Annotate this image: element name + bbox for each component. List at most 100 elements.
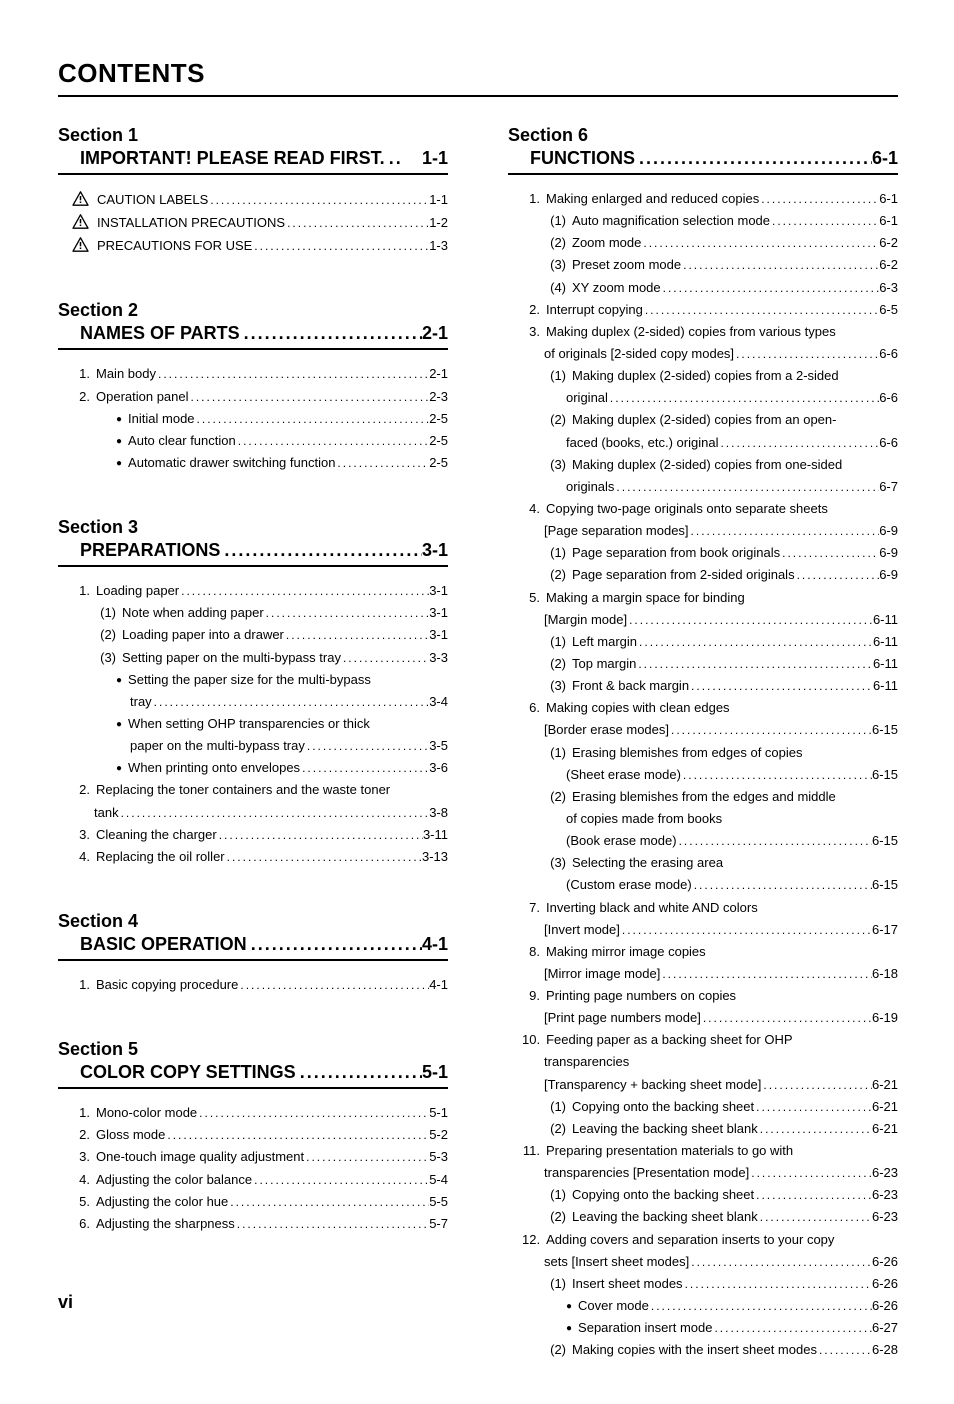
toc-entry: (1)Copying onto the backing sheet.......… (522, 1097, 898, 1117)
entry-page: 3-4 (429, 692, 448, 712)
entry-subnumber: (2) (544, 233, 566, 253)
entry-text: Replacing the oil roller (96, 847, 225, 867)
entry-subnumber: (3) (544, 255, 566, 275)
entry-text: Page separation from book originals (572, 543, 780, 563)
toc-entry: 4.Replacing the oil roller..............… (72, 847, 448, 867)
entry-number: 11. (522, 1141, 540, 1161)
toc-entry: ●Setting the paper size for the multi-by… (72, 670, 448, 690)
toc-entry: 6.Making copies with clean edges (522, 698, 898, 718)
entry-page: 6-11 (873, 654, 898, 674)
leader-dots: ........................................… (238, 976, 429, 995)
toc-entry: ●When setting OHP transparencies or thic… (72, 714, 448, 734)
toc-entry: (Sheet erase mode)......................… (522, 765, 898, 785)
entry-page: 3-11 (423, 825, 448, 845)
toc-entry: (1)Copying onto the backing sheet.......… (522, 1185, 898, 1205)
toc-entry: (Book erase mode).......................… (522, 831, 898, 851)
entry-text: INSTALLATION PRECAUTIONS (97, 213, 285, 233)
entry-text: Making duplex (2-sided) copies from a 2-… (572, 366, 839, 386)
toc-entry: INSTALLATION PRECAUTIONS................… (72, 212, 448, 233)
section-block: Section 4BASIC OPERATION................… (58, 911, 448, 995)
entry-subnumber: (2) (544, 654, 566, 674)
toc-entry: 3.Cleaning the charger..................… (72, 825, 448, 845)
entry-text: paper on the multi-bypass tray (130, 736, 305, 756)
bullet-icon: ● (116, 761, 122, 777)
entry-number: 2. (72, 1125, 90, 1145)
toc-entry: (4)XY zoom mode.........................… (522, 278, 898, 298)
toc-entry: 4.Adjusting the color balance...........… (72, 1170, 448, 1190)
entry-text: Loading paper into a drawer (122, 625, 284, 645)
toc-entry: (Custom erase mode).....................… (522, 875, 898, 895)
toc-entry: 12.Adding covers and separation inserts … (522, 1230, 898, 1250)
entry-number: 6. (72, 1214, 90, 1234)
entry-text: Basic copying procedure (96, 975, 238, 995)
right-column: Section 6FUNCTIONS......................… (508, 125, 898, 1404)
entry-text: Erasing blemishes from the edges and mid… (572, 787, 836, 807)
entry-text: When setting OHP transparencies or thick (128, 714, 370, 734)
toc-entry: transparencies (522, 1052, 898, 1072)
entries-list: 1.Loading paper.........................… (58, 581, 448, 867)
entry-page: 6-9 (879, 521, 898, 541)
toc-entry: (1)Making duplex (2-sided) copies from a… (522, 366, 898, 386)
entry-page: 5-5 (429, 1192, 448, 1212)
entry-text: tank (94, 803, 119, 823)
toc-entry: [Transparency + backing sheet mode].....… (522, 1075, 898, 1095)
entry-subnumber: (1) (544, 743, 566, 763)
leader-dots: ........................................… (749, 1164, 872, 1183)
entry-text: Adjusting the color balance (96, 1170, 252, 1190)
entry-page: 3-6 (429, 758, 448, 778)
leader-dots: ........................................… (637, 633, 873, 652)
entry-text: [Margin mode] (544, 610, 627, 630)
bullet-icon: ● (566, 1299, 572, 1315)
toc-entry: [Margin mode]...........................… (522, 610, 898, 630)
entry-text: faced (books, etc.) original (566, 433, 718, 453)
entry-text: Gloss mode (96, 1125, 165, 1145)
toc-entry: tray....................................… (72, 692, 448, 712)
leader-dots: ........................................… (683, 1275, 872, 1294)
leader-dots: ........................................… (758, 1208, 872, 1227)
toc-entry: (3)Setting paper on the multi-bypass tra… (72, 648, 448, 668)
entry-text: Making mirror image copies (546, 942, 706, 962)
entry-text: [Print page numbers mode] (544, 1008, 701, 1028)
leader-dots: ........................................… (689, 1253, 872, 1272)
toc-entry: (3)Front & back margin..................… (522, 676, 898, 696)
entry-page: 6-2 (879, 233, 898, 253)
section-title: PREPARATIONS............................… (58, 540, 448, 567)
toc-entry: (3)Selecting the erasing area (522, 853, 898, 873)
leader-dots: ........................................… (341, 649, 429, 668)
leader-dots: ........................................… (734, 345, 879, 364)
leader-dots: ........................................… (754, 1186, 872, 1205)
leader-dots: ........................................… (641, 234, 879, 253)
toc-entry: paper on the multi-bypass tray..........… (72, 736, 448, 756)
toc-entry: (2)Top margin...........................… (522, 654, 898, 674)
entry-text: Inverting black and white AND colors (546, 898, 758, 918)
entry-subnumber: (2) (544, 787, 566, 807)
leader-dots: ........................................… (649, 1297, 872, 1316)
entry-text: Adding covers and separation inserts to … (546, 1230, 834, 1250)
entry-number: 4. (72, 847, 90, 867)
leader-dots: ........................................… (669, 721, 872, 740)
section-label: Section 6 (508, 125, 898, 146)
entry-text: [Border erase modes] (544, 720, 669, 740)
entry-page: 3-1 (429, 603, 448, 623)
toc-entry: 9.Printing page numbers on copies (522, 986, 898, 1006)
toc-entry: faced (books, etc.) original............… (522, 433, 898, 453)
entry-text: Copying onto the backing sheet (572, 1185, 754, 1205)
entry-number: 1. (72, 1103, 90, 1123)
entry-text: Note when adding paper (122, 603, 264, 623)
entry-subnumber: (2) (544, 1119, 566, 1139)
entry-text: Auto clear function (128, 431, 236, 451)
warning-icon (72, 237, 89, 252)
entry-text: Initial mode (128, 409, 194, 429)
toc-entry: 2.Gloss mode............................… (72, 1125, 448, 1145)
leader-dots: ........................................… (304, 1148, 429, 1167)
toc-entry: (3)Preset zoom mode.....................… (522, 255, 898, 275)
entry-number: 5. (522, 588, 540, 608)
toc-entry: (1)Insert sheet modes...................… (522, 1274, 898, 1294)
toc-entry: (2)Loading paper into a drawer..........… (72, 625, 448, 645)
toc-entry: 10.Feeding paper as a backing sheet for … (522, 1030, 898, 1050)
toc-entry: 11.Preparing presentation materials to g… (522, 1141, 898, 1161)
warning-icon (72, 214, 89, 229)
entry-text: [Transparency + backing sheet mode] (544, 1075, 761, 1095)
content-columns: Section 1IMPORTANT! PLEASE READ FIRST...… (58, 125, 898, 1404)
entry-text: Insert sheet modes (572, 1274, 683, 1294)
